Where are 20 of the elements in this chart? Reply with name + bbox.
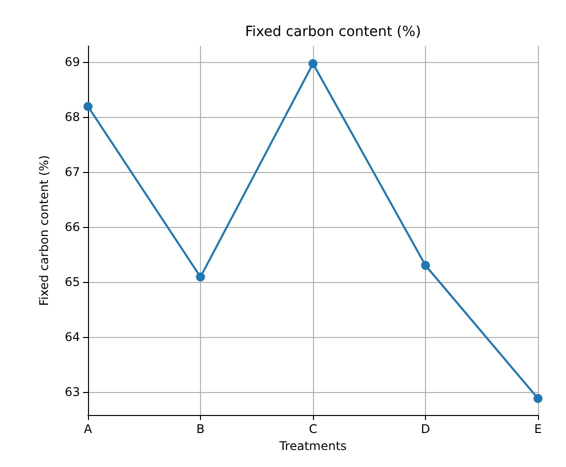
y-tick-label: 65 [64, 274, 80, 289]
y-tick-label: 69 [64, 54, 80, 69]
point [308, 59, 318, 68]
x-tick-label: B [196, 422, 205, 436]
point [196, 272, 205, 282]
y-tick-label: 64 [64, 330, 80, 344]
x-tick-label: A [84, 422, 93, 436]
point [84, 102, 92, 111]
point [534, 394, 542, 403]
x-axis-title: Treatments [278, 438, 347, 453]
point [421, 260, 430, 270]
x-tick-label: D [420, 422, 430, 436]
x-tick-label: C [308, 422, 318, 436]
y-tick-label: 63 [64, 384, 80, 399]
chart-title: Fixed carbon content (%) [245, 24, 421, 40]
y-tick-label: 67 [64, 164, 80, 179]
y-tick-label: 66 [64, 220, 80, 234]
y-tick-label: 68 [64, 110, 80, 124]
x-tick-label: E [534, 422, 542, 436]
y-axis-title: Fixed carbon content (%) [37, 155, 51, 306]
